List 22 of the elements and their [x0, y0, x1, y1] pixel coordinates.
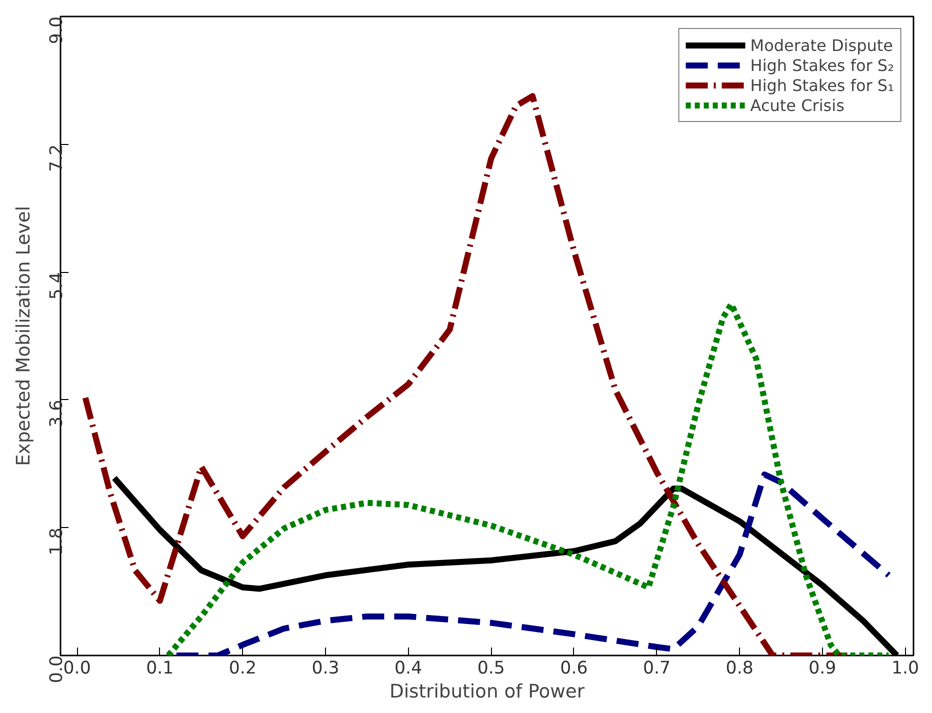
x-tick-label: 0.2 [228, 658, 256, 678]
x-tick-label: 0.9 [808, 658, 836, 678]
x-tick-label: 0.4 [394, 658, 422, 678]
legend-label: High Stakes for S₁ [750, 76, 894, 94]
legend-label: Moderate Dispute [750, 36, 893, 54]
y-tick-label: 7.2 [47, 144, 67, 172]
legend-label: High Stakes for S₂ [750, 56, 894, 74]
x-tick-label: 0.1 [146, 658, 174, 678]
legend-label: Acute Crisis [750, 96, 844, 114]
x-tick-label: 0.0 [63, 658, 91, 678]
x-tick-label: 1.0 [891, 658, 919, 678]
y-tick-label: 5.4 [47, 272, 67, 300]
x-tick-label: 0.5 [477, 658, 505, 678]
y-tick-label: 1.8 [47, 528, 67, 556]
x-tick-label: 0.6 [560, 658, 588, 678]
y-tick-label: 9.0 [47, 16, 67, 44]
y-axis-title: Expected Mobilization Level [14, 206, 34, 466]
x-axis-title: Distribution of Power [389, 682, 585, 702]
x-tick-label: 0.8 [726, 658, 754, 678]
x-tick-label: 0.3 [312, 658, 340, 678]
x-tick-label: 0.7 [642, 658, 671, 678]
y-tick-label: 3.6 [47, 400, 67, 428]
